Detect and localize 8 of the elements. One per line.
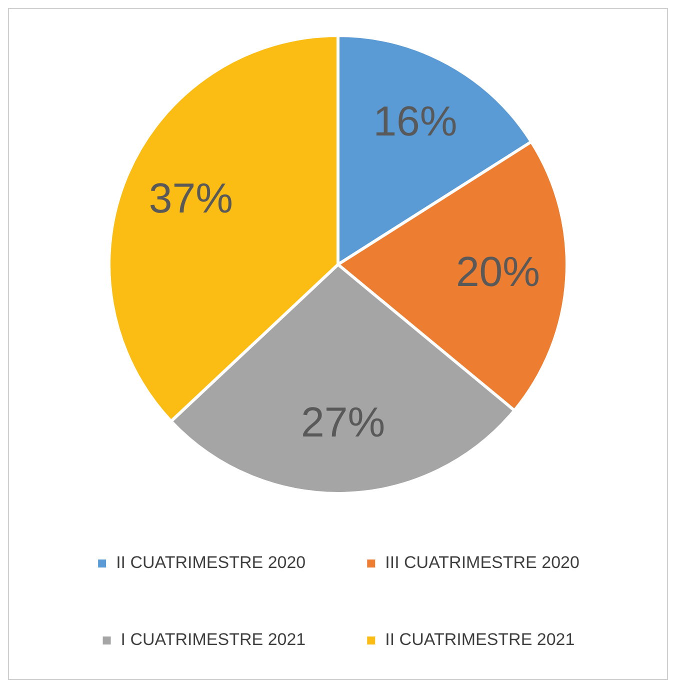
legend-label: II CUATRIMESTRE 2021 <box>385 630 575 650</box>
data-label: 16% <box>373 98 458 145</box>
legend-label: II CUATRIMESTRE 2020 <box>116 553 306 572</box>
data-label: 37% <box>148 174 233 222</box>
data-label: 20% <box>456 248 540 296</box>
legend-label: I CUATRIMESTRE 2021 <box>120 630 306 650</box>
data-label: 27% <box>301 398 386 446</box>
legend-label: III CUATRIMESTRE 2020 <box>385 553 580 572</box>
